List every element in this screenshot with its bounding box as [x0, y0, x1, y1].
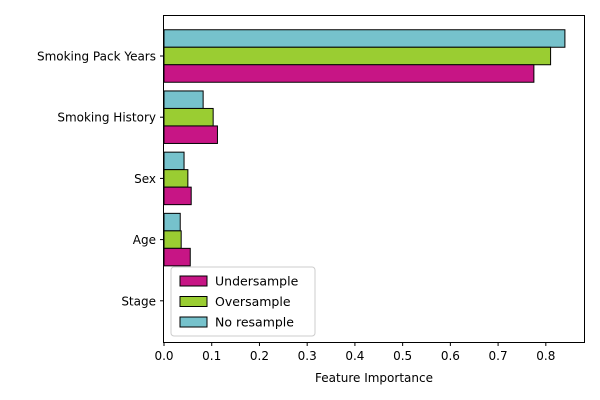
bar-smoking-history-no-resample [163, 90, 204, 109]
y-tick-label: Smoking History [57, 111, 156, 125]
legend-label-oversample: Oversample [215, 294, 291, 309]
y-tick-label: Age [133, 233, 156, 247]
x-tick-label: 0.1 [202, 349, 221, 363]
bar-smoking-history-oversample [163, 107, 214, 127]
x-tick-label: 0.8 [536, 349, 555, 363]
x-tick-label: 0.5 [393, 349, 412, 363]
plot-frame [163, 15, 585, 343]
y-tick-label: Stage [121, 294, 156, 308]
legend-label-no-resample: No resample [215, 315, 294, 330]
y-tick-label: Smoking Pack Years [37, 50, 156, 64]
legend-swatch-oversample [179, 296, 208, 307]
y-axis-ticks: Smoking Pack Years Smoking History Sex Age S… [37, 50, 164, 308]
bar-age-no-resample [163, 212, 181, 232]
bar-age-undersample [163, 247, 191, 267]
x-tick-label: 0.3 [298, 349, 317, 363]
bar-smoking-history-undersample [163, 125, 218, 144]
bar-smoking-pack-years-undersample [163, 64, 535, 83]
bar-smoking-pack-years-oversample [163, 46, 552, 66]
legend-swatch-undersample [179, 275, 208, 287]
x-tick-label: 0.2 [250, 349, 269, 363]
legend-label-undersample: Undersample [215, 274, 299, 289]
bars-group [163, 29, 566, 267]
x-tick-label: 0.6 [441, 349, 460, 363]
bar-age-oversample [163, 230, 182, 249]
x-tick-label: 0.7 [489, 349, 508, 363]
x-axis-label: Feature Importance [315, 371, 433, 385]
legend: Undersample Oversample No resample [170, 266, 316, 337]
legend-swatch-no-resample [179, 316, 208, 328]
x-tick-label: 0.0 [154, 349, 173, 363]
x-axis-ticks: 0.0 0.1 0.2 0.3 0.4 0.5 0.6 0.7 0.8 [154, 342, 555, 363]
y-tick-label: Sex [134, 172, 156, 186]
bar-sex-oversample [163, 169, 189, 188]
bar-smoking-pack-years-no-resample [163, 29, 566, 48]
x-tick-label: 0.4 [345, 349, 364, 363]
bar-sex-no-resample [163, 151, 185, 171]
bar-sex-undersample [163, 186, 192, 206]
